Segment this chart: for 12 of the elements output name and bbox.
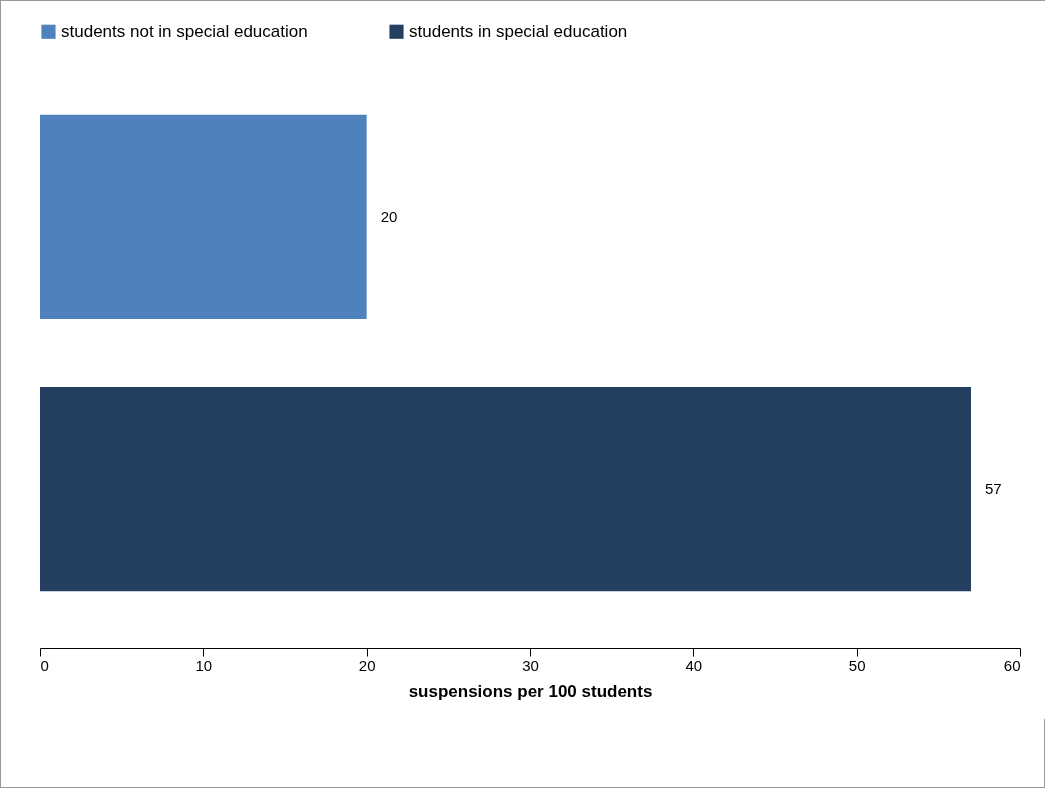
x-tick-label: 50	[848, 656, 866, 674]
x-tick-label: 0	[40, 656, 49, 674]
x-tick-label: 30	[522, 656, 539, 674]
x-tick-label: 20	[358, 656, 376, 674]
x-tick-label: 60	[1003, 656, 1021, 674]
x-tick-label: 40	[685, 656, 703, 674]
legend-label: students not in special education	[61, 21, 308, 41]
x-tick-label: 10	[195, 656, 213, 674]
data-label: 20	[380, 207, 398, 225]
x-axis-title: suspensions per 100 students	[408, 681, 653, 701]
data-label: 57	[985, 480, 1002, 498]
legend-label: students in special education	[409, 21, 628, 41]
